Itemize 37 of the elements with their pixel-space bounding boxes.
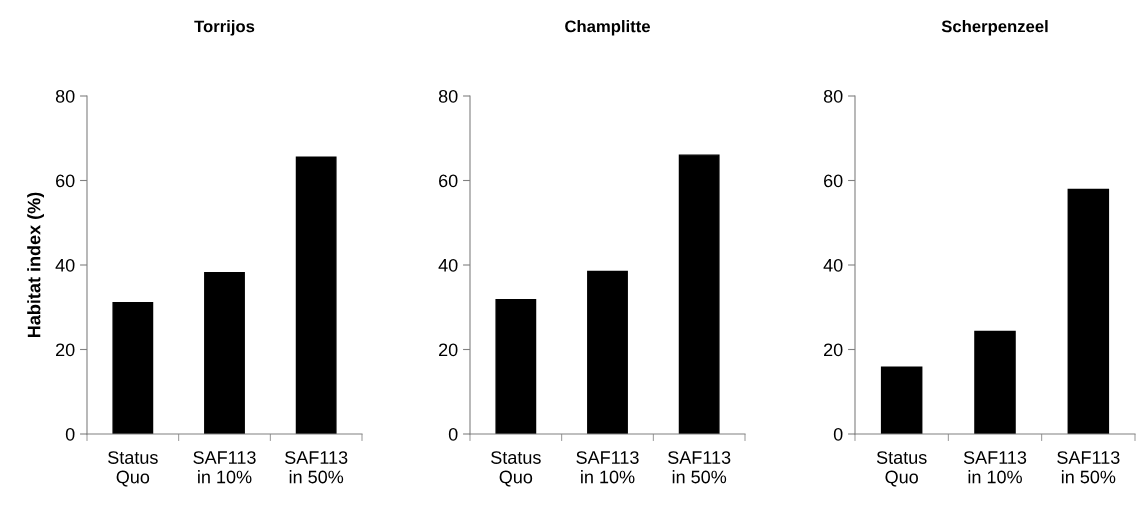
x-tick-label: SAF113 in 10% bbox=[963, 451, 1027, 484]
y-tick-label: 40 bbox=[438, 258, 458, 272]
x-tick-label: SAF113 in 10% bbox=[576, 451, 639, 484]
y-tick-label: 40 bbox=[823, 258, 843, 272]
chart-title: Scherpenzeel bbox=[941, 20, 1048, 36]
y-tick-label: 60 bbox=[56, 174, 75, 188]
y-tick-label: 20 bbox=[56, 343, 75, 357]
x-tick-label: SAF113 in 50% bbox=[1057, 451, 1120, 484]
x-tick-label: Status Quo bbox=[108, 451, 158, 487]
bar bbox=[1067, 188, 1110, 434]
bar bbox=[587, 270, 628, 434]
y-tick-label: 0 bbox=[65, 427, 75, 441]
chart-title: Champlitte bbox=[565, 20, 650, 36]
bar bbox=[295, 156, 337, 434]
y-tick-label: 60 bbox=[439, 174, 458, 188]
bar bbox=[678, 154, 720, 434]
y-tick-label: 20 bbox=[439, 343, 458, 357]
y-tick-label: 40 bbox=[55, 258, 75, 272]
bar bbox=[204, 271, 245, 434]
x-tick-label: SAF113 in 10% bbox=[193, 451, 256, 484]
bar bbox=[880, 366, 923, 434]
x-tick-label: Status Quo bbox=[876, 451, 927, 487]
y-tick-label: 80 bbox=[438, 89, 458, 103]
y-axis-title: Habitat index (%) bbox=[27, 192, 44, 338]
y-tick-label: 0 bbox=[833, 427, 843, 441]
y-tick-label: 80 bbox=[55, 89, 75, 103]
y-tick-label: 60 bbox=[824, 174, 843, 188]
y-tick-label: 20 bbox=[824, 343, 843, 357]
y-tick-label: 0 bbox=[448, 427, 458, 441]
bar bbox=[495, 298, 537, 434]
x-tick-label: Status Quo bbox=[491, 451, 541, 487]
x-tick-label: SAF113 in 50% bbox=[285, 451, 348, 484]
x-tick-label: SAF113 in 50% bbox=[668, 451, 731, 484]
chart-title: Torrijos bbox=[194, 20, 255, 36]
bar bbox=[112, 301, 154, 434]
y-tick-label: 80 bbox=[823, 89, 843, 103]
bar bbox=[974, 330, 1016, 434]
